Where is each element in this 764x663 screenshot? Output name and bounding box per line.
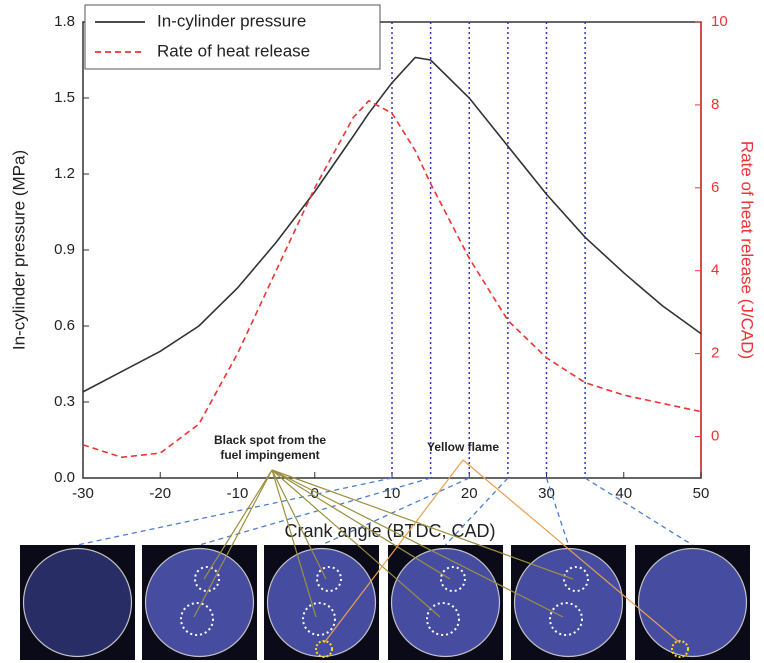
connector bbox=[445, 477, 509, 546]
x-tick-label: -10 bbox=[227, 485, 249, 502]
arrow bbox=[462, 459, 681, 644]
y-tick-label: 1.8 bbox=[54, 13, 75, 30]
arrow bbox=[193, 469, 273, 618]
spot-ring bbox=[316, 566, 342, 592]
y2-tick-label: 8 bbox=[711, 96, 719, 113]
spot-ring bbox=[426, 602, 460, 636]
image-circle bbox=[266, 547, 377, 658]
spot-ring bbox=[549, 602, 583, 636]
arrow bbox=[271, 469, 441, 618]
x-tick-label: 20 bbox=[461, 485, 478, 502]
series-line bbox=[82, 56, 702, 393]
flame-ring bbox=[315, 640, 333, 658]
y-tick-label: 1.5 bbox=[54, 89, 75, 106]
y-tick-label: 0.0 bbox=[54, 469, 75, 486]
connector bbox=[321, 477, 470, 546]
y-tick-label: 1.2 bbox=[54, 165, 75, 182]
arrow bbox=[203, 469, 273, 580]
connector bbox=[545, 477, 570, 546]
legend-label: In-cylinder pressure bbox=[157, 11, 306, 30]
y2-tick-label: 10 bbox=[711, 13, 728, 30]
arrow bbox=[271, 469, 451, 580]
arrow bbox=[323, 459, 464, 644]
annotation: Yellow flame bbox=[427, 440, 499, 454]
x-axis-label: Crank angle (BTDC, CAD) bbox=[284, 521, 495, 541]
x-tick-label: -30 bbox=[72, 485, 94, 502]
image-circle bbox=[390, 547, 501, 658]
image-circle bbox=[513, 547, 624, 658]
flame-ring bbox=[671, 640, 689, 658]
x-tick-label: 50 bbox=[693, 485, 710, 502]
y-tick-label: 0.3 bbox=[54, 393, 75, 410]
arrow bbox=[271, 469, 564, 618]
x-tick-label: 40 bbox=[615, 485, 632, 502]
arrow bbox=[271, 469, 317, 618]
x-tick-label: -20 bbox=[149, 485, 171, 502]
y-tick-label: 0.9 bbox=[54, 241, 75, 258]
spot-ring bbox=[302, 602, 336, 636]
spot-ring bbox=[194, 566, 220, 592]
image-circle bbox=[637, 547, 748, 658]
y2-axis-label: Rate of heat release (J/CAD) bbox=[738, 141, 757, 359]
arrow bbox=[271, 469, 327, 580]
annotation: Black spot from the bbox=[214, 433, 326, 447]
legend-label: Rate of heat release bbox=[157, 41, 310, 60]
y2-tick-label: 6 bbox=[711, 179, 719, 196]
spot-ring bbox=[563, 566, 589, 592]
connector bbox=[584, 477, 693, 546]
image-circle bbox=[22, 547, 133, 658]
spot-ring bbox=[440, 566, 466, 592]
x-tick-label: 0 bbox=[311, 485, 319, 502]
image-circle bbox=[144, 547, 255, 658]
y2-tick-label: 0 bbox=[711, 428, 719, 445]
y-axis-label: In-cylinder pressure (MPa) bbox=[9, 150, 28, 350]
x-tick-label: 30 bbox=[538, 485, 555, 502]
legend-box bbox=[84, 4, 381, 70]
plot-frame bbox=[82, 21, 702, 479]
x-tick-label: 10 bbox=[384, 485, 401, 502]
y2-tick-label: 2 bbox=[711, 345, 719, 362]
series-line bbox=[82, 99, 702, 459]
y2-tick-label: 4 bbox=[711, 262, 719, 279]
annotation: fuel impingement bbox=[220, 448, 319, 462]
y-tick-label: 0.6 bbox=[54, 317, 75, 334]
spot-ring bbox=[180, 602, 214, 636]
arrow bbox=[271, 469, 574, 580]
